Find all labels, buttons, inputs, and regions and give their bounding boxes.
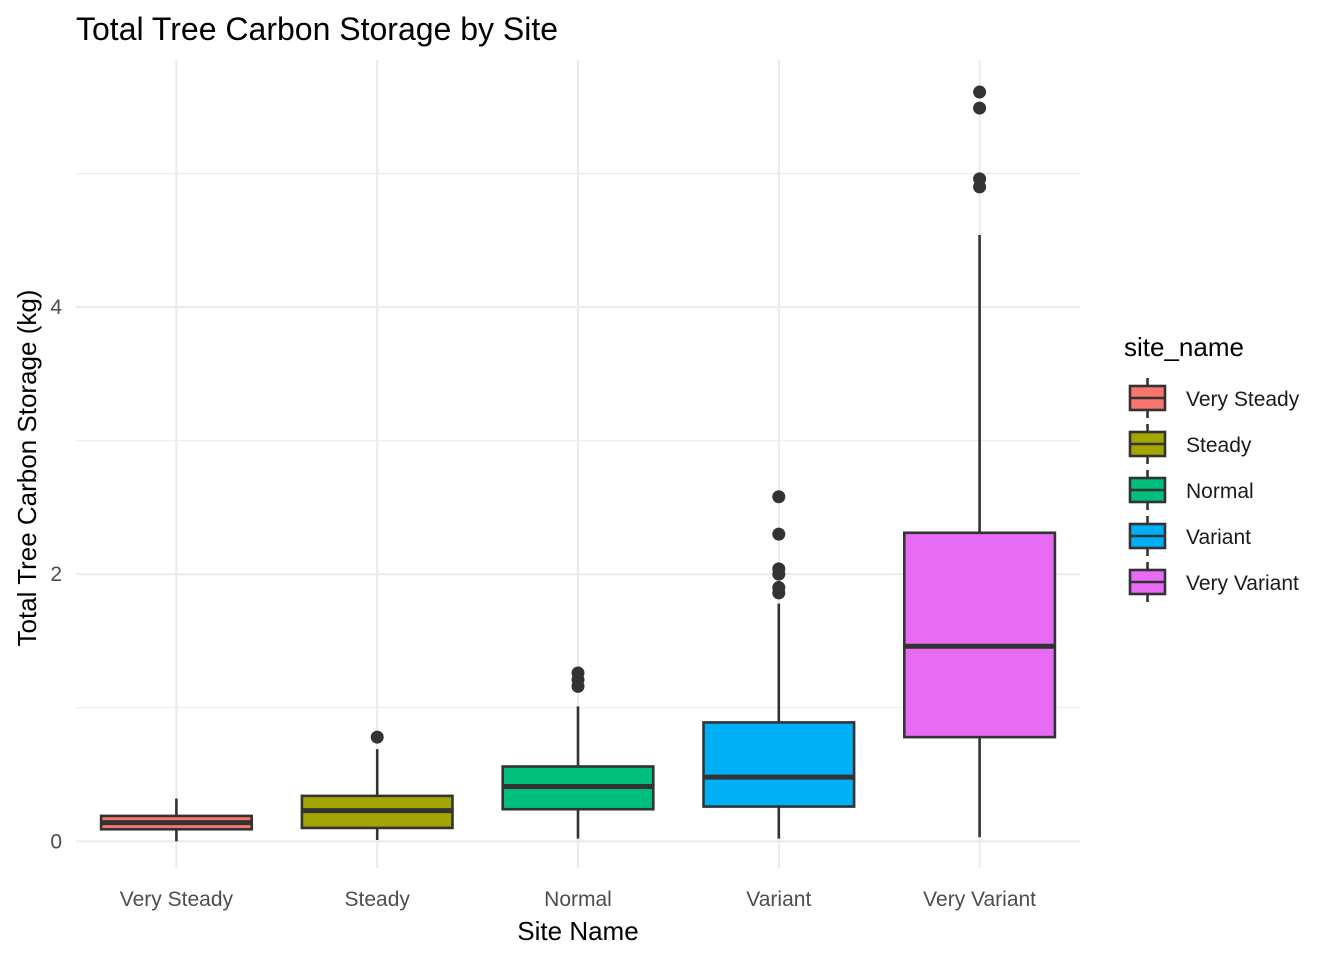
outlier-point <box>772 562 786 576</box>
legend-item-steady: Steady <box>1128 424 1252 464</box>
x-tick-label: Very Steady <box>120 888 234 911</box>
box-variant <box>702 490 856 839</box>
legend-label: Steady <box>1186 434 1252 457</box>
outlier-point <box>772 527 786 541</box>
y-axis-title: Total Tree Carbon Storage (kg) <box>12 290 42 647</box>
legend-label: Normal <box>1186 480 1254 503</box>
x-axis-title: Site Name <box>517 916 638 946</box>
box-very-steady <box>99 798 254 842</box>
legend-title: site_name <box>1124 332 1244 362</box>
legend: site_name Very Steady Steady Normal Variant… <box>1124 332 1300 602</box>
legend-label: Very Steady <box>1186 388 1300 411</box>
y-tick-label: 4 <box>50 296 62 319</box>
x-tick-label: Very Variant <box>923 888 1036 911</box>
outlier-point <box>973 101 987 115</box>
legend-item-normal: Normal <box>1128 470 1254 510</box>
legend-label: Very Variant <box>1186 572 1299 595</box>
y-tick-label: 0 <box>50 830 62 853</box>
outlier-point <box>973 172 987 186</box>
x-tick-label: Variant <box>746 888 811 911</box>
outlier-point <box>571 666 585 680</box>
y-tick-label: 2 <box>50 563 62 586</box>
box-steady <box>300 730 454 840</box>
x-tick-label: Normal <box>544 888 612 911</box>
outlier-point <box>370 730 384 744</box>
y-tick-labels: 0 2 4 <box>50 296 62 853</box>
legend-item-variant: Variant <box>1128 516 1251 556</box>
box-body <box>702 721 856 808</box>
x-tick-labels: Very Steady Steady Normal Variant Very Varia… <box>120 888 1036 911</box>
box-body <box>902 531 1057 739</box>
boxes <box>99 85 1057 842</box>
box-normal <box>501 666 655 839</box>
outlier-point <box>772 490 786 504</box>
legend-item-very-steady: Very Steady <box>1128 378 1300 418</box>
box-very-variant <box>902 85 1057 838</box>
outlier-point <box>973 85 987 99</box>
x-tick-label: Steady <box>345 888 411 911</box>
chart-title: Total Tree Carbon Storage by Site <box>76 11 558 47</box>
legend-label: Variant <box>1186 526 1251 549</box>
legend-item-very-variant: Very Variant <box>1128 562 1299 602</box>
outlier-point <box>772 581 786 595</box>
